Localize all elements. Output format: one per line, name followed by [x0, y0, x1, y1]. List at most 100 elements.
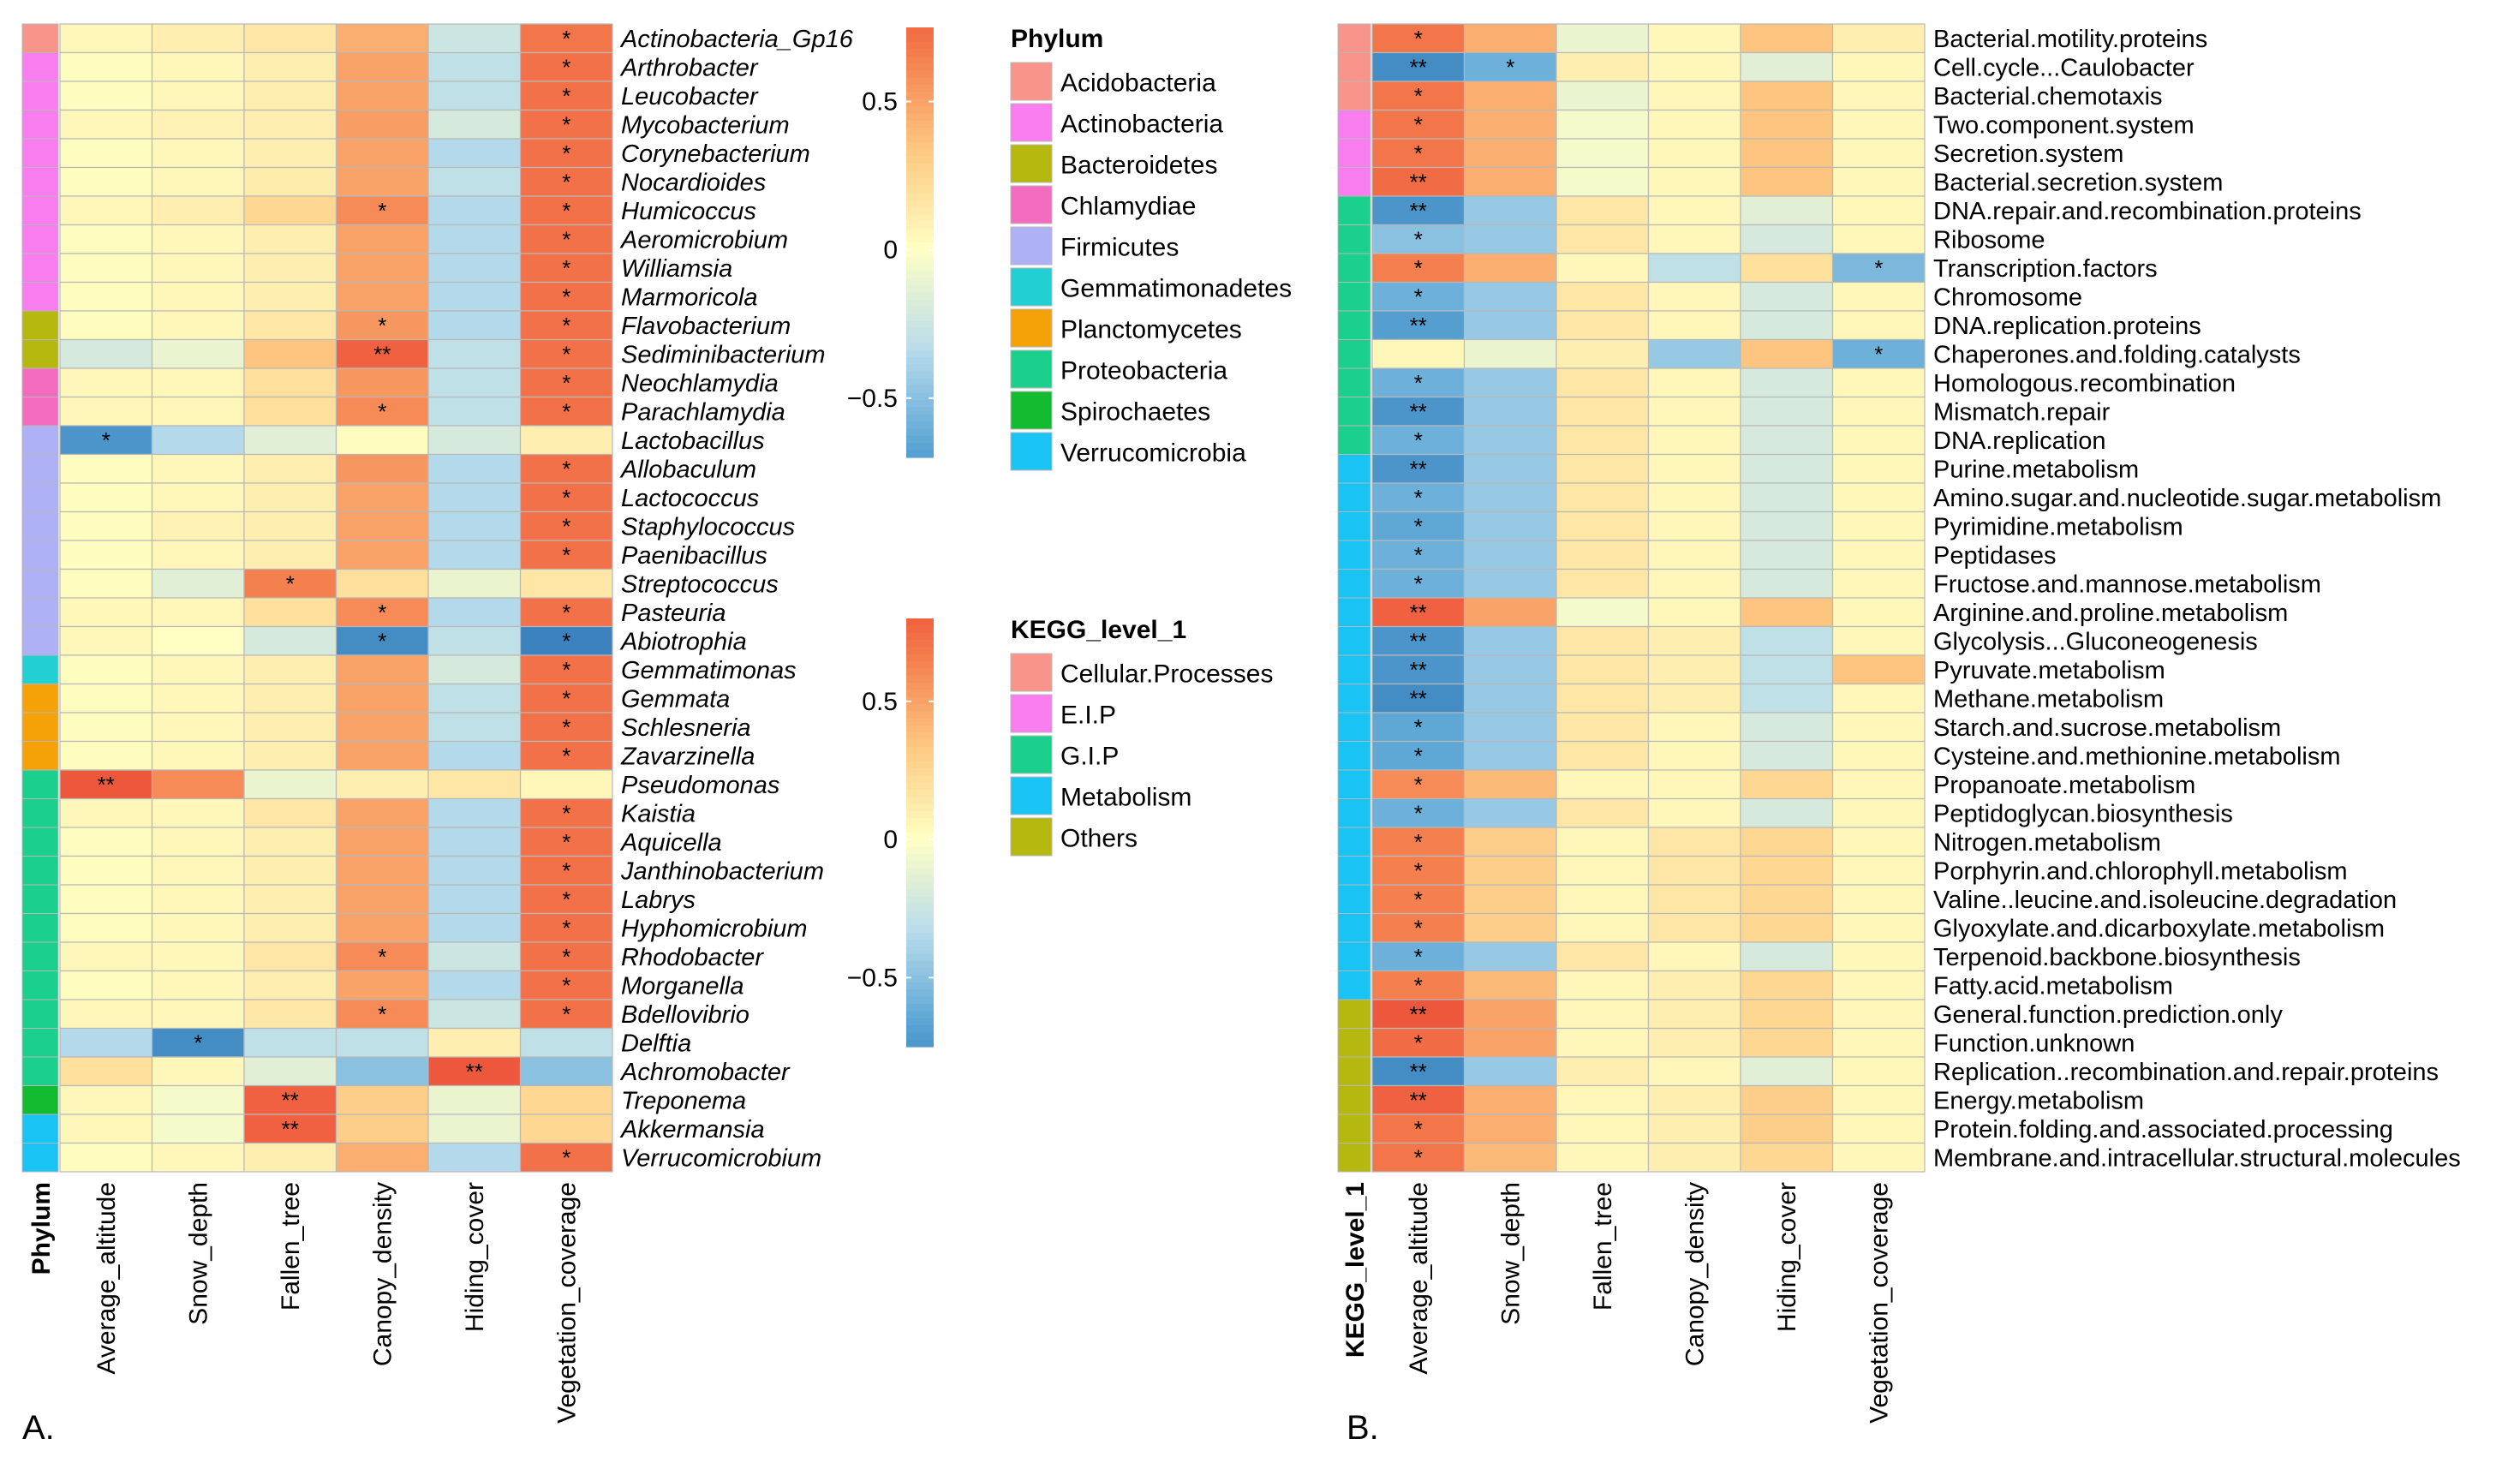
colorbar-tick-label: −0.5: [847, 385, 898, 413]
colorbar-segment: [906, 618, 934, 626]
colorbar-segment: [906, 328, 934, 337]
significance-pasteuria-vegetation-coverage: *: [562, 600, 570, 625]
cell-valine-leucine-and-isoleucine-degradation-fallen-tree: [1556, 884, 1650, 915]
cell-lactococcus-fallen-tree: [243, 482, 337, 513]
row-label-dna-replication-proteins: DNA.replication.proteins: [1933, 313, 2201, 340]
group-bar-humicoccus: [21, 195, 59, 225]
colorbar-segment: [906, 975, 934, 983]
significance-morganella-vegetation-coverage: *: [562, 973, 570, 999]
row-label-nocardioides: Nocardioides: [621, 169, 766, 196]
cell-marmoricola-fallen-tree: [243, 281, 337, 312]
panel-b-heatmap: * Bacterial.motility.proteins** * Cell.cycl…: [1337, 23, 2461, 1424]
colorbar-segment: [906, 77, 934, 86]
significance-two-component-system-average-altitude: *: [1414, 112, 1423, 138]
cell-janthinobacterium-fallen-tree: [243, 855, 337, 886]
colorbar-segment: [906, 242, 934, 250]
colorbar-segment: [906, 307, 934, 315]
colorbar-segment: [906, 925, 934, 934]
significance-akkermansia-fallen-tree: **: [282, 1116, 299, 1142]
cell-pyruvate-metabolism-canopy-density: [1647, 654, 1741, 685]
cell-allobaculum-canopy-density: [335, 453, 429, 484]
cell-pseudomonas-vegetation-coverage: [519, 769, 613, 800]
cell-replication-recombination-and-repair-proteins-hiding-cover: [1740, 1056, 1834, 1087]
significance-achromobacter-hiding-cover: **: [466, 1059, 483, 1084]
cell-achromobacter-hiding-cover: [427, 1056, 522, 1087]
legend-swatch-planctomycetes: [1010, 308, 1053, 348]
row-label-membrane-and-intracellular-structural-molecules: Membrane.and.intracellular.structural.mo…: [1933, 1144, 2461, 1172]
colorbar-segment: [906, 1039, 934, 1048]
colorbar-segment: [906, 421, 934, 430]
legend-swatch-acidobacteria: [1010, 62, 1053, 101]
cell-williamsia-canopy-density: [335, 253, 429, 284]
cell-hyphomicrobium-canopy-density: [335, 912, 429, 943]
group-bar-lactococcus: [21, 482, 59, 512]
colorbar-segment: [906, 726, 934, 733]
group-bar-bacterial-secretion-system: [1337, 167, 1371, 197]
cell-secretion-system-canopy-density: [1647, 138, 1741, 169]
cell-abiotrophia-average-altitude: [59, 625, 153, 656]
colorbar-tick-label: 0: [883, 826, 898, 854]
significance-sediminibacterium-vegetation-coverage: *: [562, 342, 570, 367]
group-bar-protein-folding-and-associated-processing: [1337, 1114, 1371, 1144]
significance-protein-folding-and-associated-processing-average-altitude: *: [1414, 1116, 1423, 1142]
group-bar-paenibacillus: [21, 540, 59, 570]
significance-peptidoglycan-biosynthesis-average-altitude: *: [1414, 801, 1423, 827]
cell-arginine-and-proline-metabolism-canopy-density: [1647, 597, 1741, 628]
cell-paenibacillus-snow-depth: [151, 540, 245, 570]
cell-achromobacter-canopy-density: [335, 1056, 429, 1087]
significance-treponema-fallen-tree: **: [282, 1088, 299, 1114]
cell-gemmata-average-altitude: [59, 683, 153, 714]
cell-fatty-acid-metabolism-vegetation-coverage: [1831, 970, 1926, 1000]
significance-sediminibacterium-canopy-density: **: [373, 342, 391, 367]
group-bar-pyrimidine-metabolism: [1337, 511, 1371, 541]
cell-abiotrophia-fallen-tree: [243, 625, 337, 656]
cell-bacterial-motility-proteins-vegetation-coverage: [1831, 23, 1926, 54]
cell-humicoccus-fallen-tree: [243, 195, 337, 226]
cell-valine-leucine-and-isoleucine-degradation-average-altitude: [1371, 884, 1466, 915]
cell-bdellovibrio-average-altitude: [59, 999, 153, 1030]
cell-pyrimidine-metabolism-hiding-cover: [1740, 511, 1834, 541]
cell-nocardioides-fallen-tree: [243, 166, 337, 197]
colorbar-tick-label: 0.5: [862, 88, 898, 116]
cell-flavobacterium-fallen-tree: [243, 310, 337, 341]
colorbar-segment: [906, 256, 934, 265]
cell-leucobacter-average-altitude: [59, 81, 153, 111]
significance-parachlamydia-vegetation-coverage: *: [562, 399, 570, 425]
cell-bacterial-secretion-system-canopy-density: [1647, 166, 1741, 197]
colorbar-segment: [906, 27, 934, 35]
cell-gemmatimonas-canopy-density: [335, 654, 429, 685]
group-bar-ribosome: [1337, 224, 1371, 254]
cell-pyruvate-metabolism-fallen-tree: [1556, 654, 1650, 685]
column-label-hiding-cover: Hiding_cover: [1773, 1182, 1801, 1332]
cell-purine-metabolism-hiding-cover: [1740, 453, 1834, 484]
cell-paenibacillus-vegetation-coverage: [519, 540, 613, 570]
cell-energy-metabolism-snow-depth: [1463, 1084, 1557, 1115]
colorbar-segment: [906, 385, 934, 394]
colorbar-segment: [906, 278, 934, 286]
cell-aquicella-canopy-density: [335, 827, 429, 857]
colorbar-segment: [906, 213, 934, 222]
cell-pasteuria-hiding-cover: [427, 597, 522, 628]
cell-aeromicrobium-hiding-cover: [427, 224, 522, 254]
group-bar-delftia: [21, 1028, 59, 1058]
row-label-bacterial-motility-proteins: Bacterial.motility.proteins: [1933, 26, 2207, 53]
cell-actinobacteria-gp16-canopy-density: [335, 23, 429, 54]
cell-schlesneria-vegetation-coverage: [519, 712, 613, 743]
side-bar-label: KEGG_level_1: [1341, 1182, 1370, 1358]
colorbar-segment: [906, 299, 934, 308]
group-bar-fructose-and-mannose-metabolism: [1337, 569, 1371, 599]
cell-starch-and-sucrose-metabolism-fallen-tree: [1556, 712, 1650, 743]
cell-corynebacterium-hiding-cover: [427, 138, 522, 169]
group-bar-leucobacter: [21, 81, 59, 110]
cell-pyrimidine-metabolism-canopy-density: [1647, 511, 1741, 541]
cell-function-unknown-canopy-density: [1647, 1027, 1741, 1058]
colorbar-segment: [906, 768, 934, 776]
cell-pyruvate-metabolism-snow-depth: [1463, 654, 1557, 685]
colorbar-segment: [906, 206, 934, 215]
colorbar-segment: [906, 392, 934, 401]
legend-swatch-gemmatimonadetes: [1010, 267, 1053, 307]
colorbar-segment: [906, 34, 934, 43]
cell-delftia-vegetation-coverage: [519, 1027, 613, 1058]
cell-sediminibacterium-canopy-density: [335, 338, 429, 369]
